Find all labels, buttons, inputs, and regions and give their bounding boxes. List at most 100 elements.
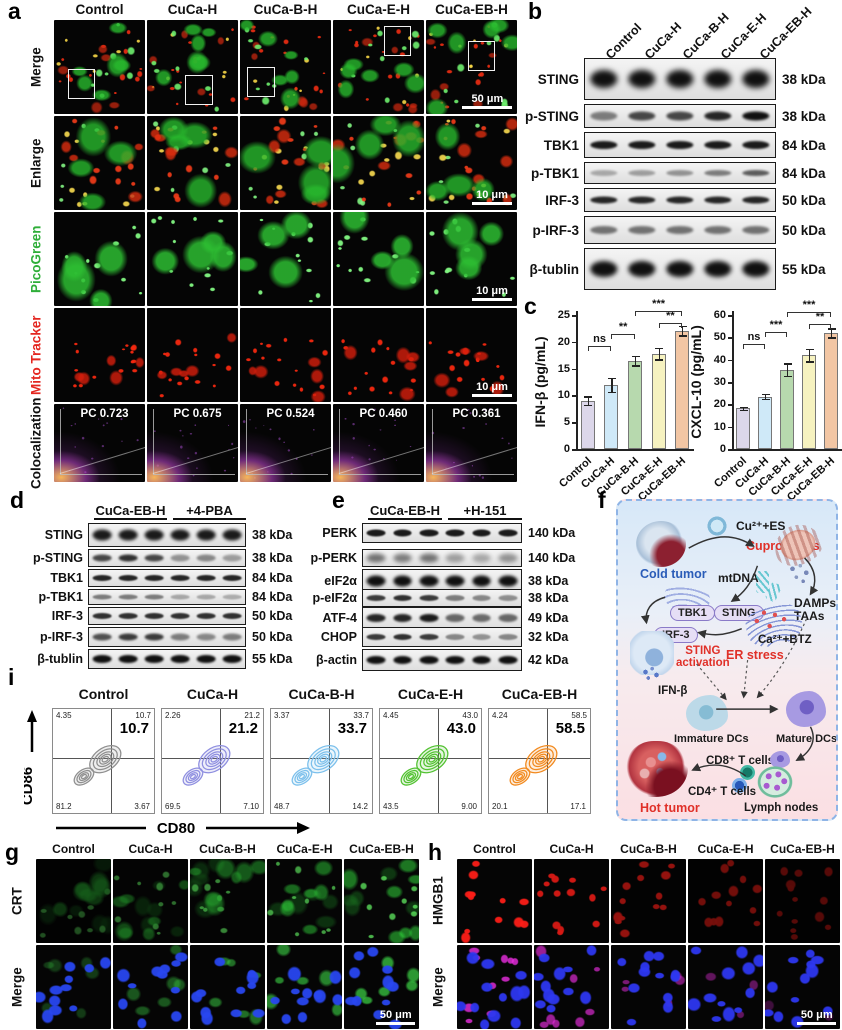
- protein-label: p-TBK1: [38, 590, 83, 604]
- error-bar: [611, 378, 613, 393]
- sig-label: **: [618, 321, 628, 334]
- blot-band: [118, 554, 138, 562]
- sig-label: ns: [747, 331, 761, 344]
- sig-bracket: [587, 345, 612, 351]
- blot-band: [118, 529, 138, 541]
- blot-band: [445, 656, 465, 664]
- blot-band: [366, 595, 386, 601]
- blot-row: CHOP 32 kDa: [286, 627, 581, 647]
- mature-dcs-label: Mature DCs: [776, 733, 838, 745]
- blot-band: [666, 141, 694, 149]
- blot-band: [445, 634, 465, 640]
- error-bar: [682, 325, 684, 336]
- scale-bar: 10 μm: [471, 285, 513, 302]
- pc-label: PC 0.361: [452, 408, 501, 420]
- cd80-axis: CD80: [56, 820, 310, 837]
- group-header: +H-151: [448, 503, 522, 520]
- blot-band: [419, 529, 439, 537]
- blot-band: [222, 594, 242, 600]
- protein-label: β-tublin: [37, 652, 83, 666]
- microscopy-image: [333, 308, 424, 402]
- protein-label: p-PERK: [310, 551, 357, 565]
- mtdna-label: mtDNA: [718, 571, 759, 585]
- protein-label: p-IRF-3: [532, 222, 580, 238]
- blot-band: [118, 575, 138, 581]
- blot-box: [362, 649, 522, 671]
- row-label: CRT: [9, 887, 25, 915]
- column-header: CuCa-E-H: [697, 842, 754, 856]
- kda-label: 140 kDa: [528, 551, 576, 565]
- panel-b-label: b: [528, 0, 543, 24]
- blot-box: [584, 188, 776, 212]
- blot-box: [584, 162, 776, 184]
- y-tick: [728, 359, 732, 362]
- blot-band: [419, 634, 439, 640]
- flow-plot-title: CuCa-B-H: [288, 686, 355, 702]
- microscopy-image: [457, 859, 532, 943]
- quadrant-value-br: 9.00: [461, 802, 477, 811]
- blot-box: [584, 58, 776, 100]
- blot-box: [362, 627, 522, 647]
- quadrant-value-bl: 69.5: [165, 802, 181, 811]
- error-bar-cap: [678, 325, 687, 327]
- blot-band: [170, 655, 190, 663]
- y-tick: [572, 395, 576, 397]
- blot-band: [742, 141, 770, 149]
- bar: [802, 355, 816, 449]
- cd80-cd86-positive-pct: 33.7: [337, 720, 367, 737]
- row-label: PicoGreen: [28, 225, 44, 293]
- quadrant-value-bl: 81.2: [56, 802, 72, 811]
- quadrant-hline: [380, 757, 481, 759]
- protein-label: TBK1: [50, 571, 83, 585]
- microscopy-image: [267, 859, 342, 943]
- blot-row: p-STING 38 kDa: [520, 104, 842, 128]
- blot-box: [362, 549, 522, 567]
- blot-band: [92, 575, 112, 581]
- blot-band: [628, 196, 656, 204]
- dna-icon: [756, 571, 769, 593]
- microscopy-image: [333, 212, 424, 306]
- blot-box: [88, 523, 246, 547]
- kda-label: 50 kDa: [252, 609, 293, 623]
- column-header: Control: [52, 842, 95, 856]
- cd8-t-cells-label: CD8⁺ T cells: [706, 755, 775, 767]
- blot-band: [170, 594, 190, 600]
- bar: [580, 400, 595, 449]
- x-axis: [576, 449, 694, 451]
- flow-plot: 3.37 33.7 33.7 48.7 14.2: [270, 708, 373, 814]
- blot-band: [590, 111, 618, 121]
- column-header: CuCa-B-H: [253, 2, 318, 17]
- blot-box: [362, 523, 522, 543]
- blot-band: [222, 529, 242, 541]
- microscopy-image: [333, 20, 424, 114]
- sig-bracket: [611, 334, 635, 340]
- row-label: Colocalization: [28, 397, 44, 489]
- column-header: CuCa-H: [128, 842, 173, 856]
- blot-band: [419, 595, 439, 601]
- blot-band: [196, 633, 216, 641]
- kda-label: 38 kDa: [252, 528, 293, 542]
- kda-label: 38 kDa: [528, 574, 569, 588]
- quadrant-value-tl: 2.26: [165, 711, 181, 720]
- kda-label: 84 kDa: [782, 165, 826, 181]
- kda-label: 50 kDa: [252, 630, 293, 644]
- blot-band: [170, 613, 190, 619]
- blot-band: [144, 655, 164, 663]
- y-tick-label: 20: [557, 335, 570, 348]
- quadrant-value-bl: 43.5: [383, 802, 399, 811]
- blot-band: [472, 553, 491, 563]
- panel-i-flow-cytometry: i Control 4.35 10.7 10.7 81.2 3.67 CuCa-H 2.26 2…: [0, 660, 595, 841]
- column-header: CuCa-EB-H: [770, 842, 835, 856]
- scale-bar-line: [471, 298, 513, 302]
- blot-band: [742, 261, 770, 277]
- pc-label: PC 0.675: [173, 408, 222, 420]
- sig-label: ***: [652, 297, 666, 310]
- bar: [824, 332, 838, 449]
- row-label: Merge: [9, 967, 25, 1007]
- blot-band: [144, 575, 164, 581]
- y-tick: [728, 382, 732, 384]
- microscopy-image: [333, 116, 424, 210]
- blot-band: [196, 554, 216, 562]
- scale-bar: 50 μm: [376, 1009, 416, 1025]
- cold-tumor-label: Cold tumor: [640, 567, 707, 581]
